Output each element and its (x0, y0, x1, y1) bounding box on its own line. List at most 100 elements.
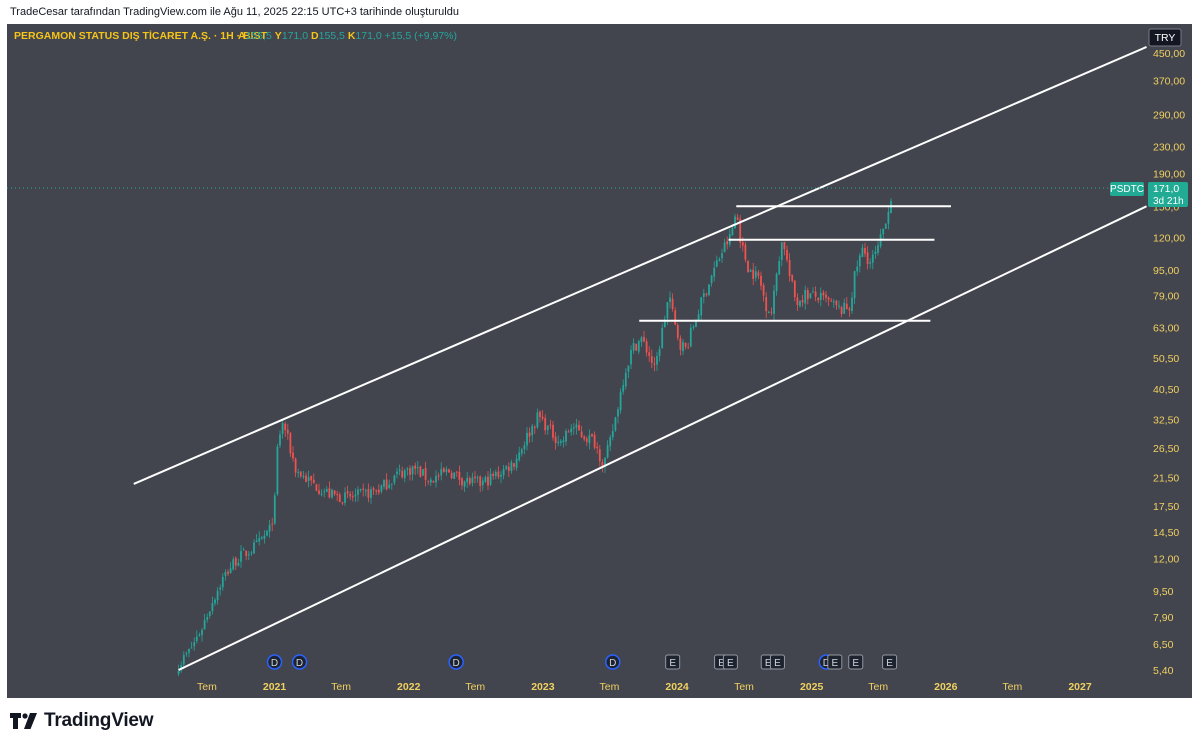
candle (255, 534, 258, 543)
candle (510, 459, 513, 474)
channel-upper-line[interactable] (133, 46, 1147, 485)
candle-body (697, 314, 700, 321)
dividend-marker[interactable]: D (448, 654, 464, 670)
ticker-badge-box (1110, 181, 1144, 196)
candle (390, 483, 393, 490)
earnings-marker[interactable]: E (827, 654, 843, 670)
candle-body (341, 502, 344, 504)
candle-body (383, 480, 385, 487)
candle-body (461, 478, 463, 486)
candle (635, 343, 638, 351)
candle-body (567, 431, 570, 433)
candle-body (216, 590, 219, 601)
candle (281, 420, 284, 439)
candle-body (367, 489, 370, 498)
candle (541, 410, 544, 421)
candle (302, 470, 305, 480)
candle-body (263, 535, 266, 539)
candle (539, 410, 541, 423)
candle-body (177, 671, 180, 674)
dividend-marker[interactable]: D (266, 654, 283, 670)
candle-body (687, 347, 690, 349)
candle (422, 468, 424, 477)
candle-body (390, 483, 393, 485)
candle-body (736, 217, 739, 220)
candle-body (557, 442, 560, 444)
dividend-marker[interactable]: D (605, 654, 621, 670)
candle (637, 339, 640, 355)
candle-body (692, 326, 695, 328)
candle (492, 471, 495, 480)
candle-body (671, 298, 674, 310)
candle (331, 488, 333, 499)
candle-body (578, 424, 580, 431)
candle (578, 420, 580, 431)
price-axis[interactable]: 450,00370,00290,00230,00190,00150,0120,0… (1153, 48, 1185, 677)
candle-body (442, 468, 445, 473)
event-marker-label: E (765, 658, 772, 669)
candle-body (700, 297, 703, 316)
candle (715, 255, 718, 268)
candle (679, 335, 682, 356)
time-axis-tick-label: Tem (1002, 681, 1022, 693)
drawing-lines-layer[interactable] (133, 46, 1147, 671)
candle-body (318, 490, 320, 494)
candle (713, 261, 716, 282)
currency-badge[interactable]: TRY (1148, 28, 1182, 47)
candle (349, 491, 352, 500)
candle-body (406, 468, 409, 470)
candle-body (554, 436, 557, 443)
dividend-marker[interactable]: D (291, 654, 308, 670)
candle-body (492, 473, 495, 476)
event-marker-label: E (886, 658, 893, 669)
snapshot-caption: TradeCesar tarafından TradingView.com il… (10, 6, 459, 18)
earnings-marker[interactable]: E (769, 654, 785, 670)
candle-body (713, 267, 716, 277)
channel-lower-line[interactable] (178, 205, 1147, 671)
candle (396, 467, 398, 479)
candle-body (604, 457, 606, 467)
candle (632, 338, 635, 354)
candle (357, 486, 359, 502)
candle (871, 249, 874, 270)
candle-body (206, 617, 209, 620)
tradingview-logo[interactable]: TradingView (10, 710, 154, 732)
candle-body (328, 488, 331, 498)
candle (757, 269, 760, 280)
candle-body (866, 252, 869, 265)
candle-body (320, 493, 323, 495)
candle-body (804, 289, 807, 304)
candle (494, 469, 497, 480)
candle (523, 441, 526, 455)
candle (505, 465, 508, 471)
candle-body (752, 269, 755, 279)
candle-body (637, 341, 640, 352)
time-axis-tick-label: Tem (331, 681, 351, 693)
candle (734, 213, 736, 230)
candle (643, 331, 645, 343)
candle-body (513, 463, 515, 467)
earnings-marker[interactable]: E (665, 654, 681, 670)
candle (401, 466, 404, 479)
candle-body (630, 349, 632, 365)
earnings-marker[interactable]: E (882, 654, 898, 670)
time-axis[interactable]: Tem 2021 Tem 2022 Tem 2023 Tem 2024 Tem 2025 Tem 20… (197, 681, 1092, 693)
price-axis-tick-label: 95,00 (1153, 265, 1179, 277)
candle-body (669, 297, 671, 302)
candle (658, 345, 661, 362)
earnings-marker[interactable]: E (848, 654, 864, 670)
candle-body (411, 466, 414, 475)
candle (476, 475, 479, 483)
candle-body (185, 653, 188, 655)
candle-body (484, 476, 487, 482)
candle-body (271, 523, 274, 525)
candle-body (858, 255, 861, 267)
candle (481, 477, 484, 491)
candle-body (240, 551, 242, 562)
candle (804, 285, 807, 310)
candle (323, 488, 326, 498)
earnings-marker[interactable]: E (722, 654, 738, 670)
candle (674, 307, 677, 326)
